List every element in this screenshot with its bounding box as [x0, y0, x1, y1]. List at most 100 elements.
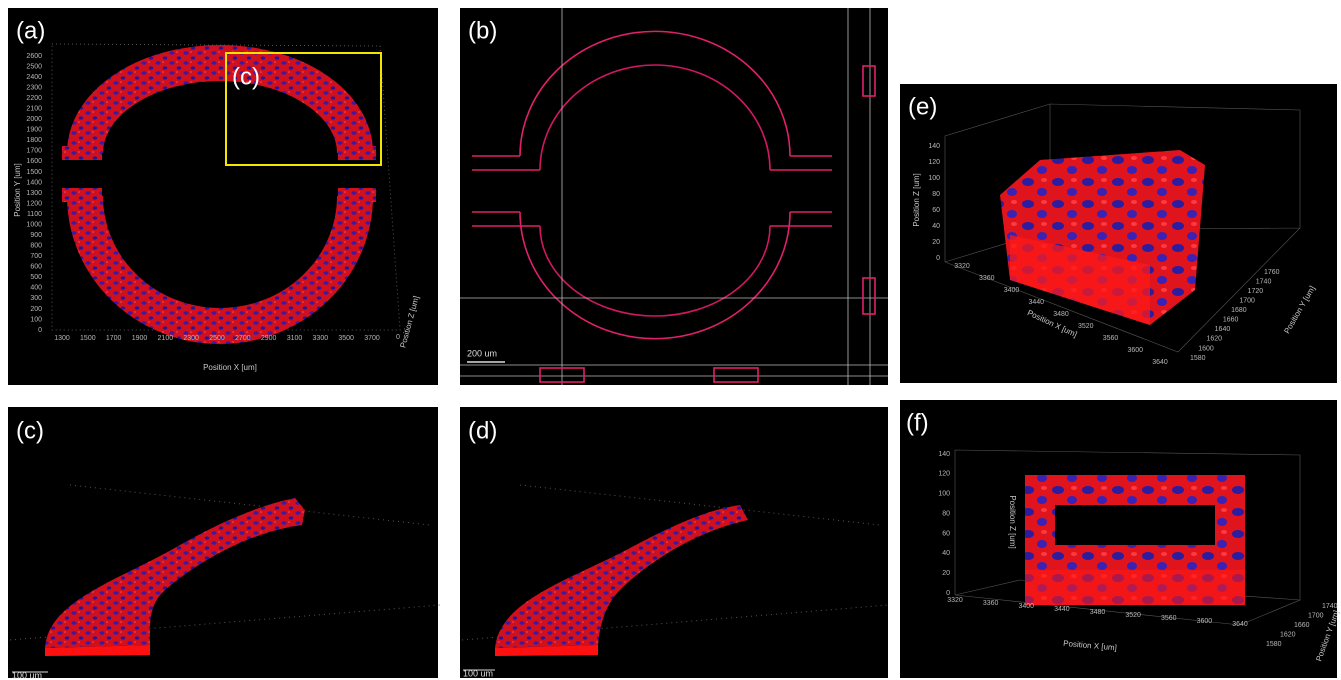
- tick-label: 1900: [132, 335, 148, 342]
- upper-left-channel: [62, 146, 102, 160]
- tick-label: 2700: [235, 335, 251, 342]
- tick-label: 3640: [1152, 359, 1168, 366]
- tick-label: 2600: [26, 53, 42, 60]
- tick-label: 2300: [183, 335, 199, 342]
- tick-label: 1900: [26, 127, 42, 134]
- tick-label: 1400: [26, 179, 42, 186]
- ring-volume-front: [1025, 570, 1245, 605]
- tick-label: 100: [938, 491, 950, 498]
- tick-label: 1740: [1322, 603, 1338, 610]
- tick-label: 3360: [979, 275, 995, 282]
- tick-label: 3600: [1127, 347, 1143, 354]
- tick-label: 0: [38, 327, 42, 334]
- tick-label: 1620: [1206, 336, 1222, 343]
- tick-label: 1300: [54, 335, 70, 342]
- tick-label: 3300: [313, 335, 329, 342]
- tick-label: 700: [30, 253, 42, 260]
- panel-label: (e): [908, 93, 937, 120]
- tick-label: 3360: [983, 600, 999, 607]
- tick-label: 0: [396, 334, 400, 341]
- panel-f: [900, 400, 1337, 678]
- tick-label: 3320: [954, 263, 970, 270]
- tick-label: 3700: [364, 335, 380, 342]
- tick-label: 3520: [1125, 612, 1141, 619]
- tick-label: 3560: [1161, 615, 1177, 622]
- tick-label: 120: [938, 471, 950, 478]
- panel-label: (f): [906, 409, 929, 436]
- tick-label: 0: [946, 590, 950, 597]
- tick-label: 1760: [1264, 269, 1280, 276]
- tick-label: 200: [30, 306, 42, 313]
- tick-label: 2900: [261, 335, 277, 342]
- tick-label: 80: [932, 191, 940, 198]
- tick-label: 3100: [287, 335, 303, 342]
- tick-label: 1700: [1308, 612, 1324, 619]
- tick-label: 120: [928, 159, 940, 166]
- axis-title: Position X [um]: [203, 363, 257, 372]
- tick-label: 140: [938, 451, 950, 458]
- tick-label: 1680: [1231, 307, 1247, 314]
- tick-label: 3400: [1004, 287, 1020, 294]
- panel-b: [460, 8, 888, 385]
- tick-label: 2500: [26, 63, 42, 70]
- tick-label: 100: [928, 175, 940, 182]
- tick-label: 900: [30, 232, 42, 239]
- tick-label: 2300: [26, 84, 42, 91]
- tick-label: 20: [942, 570, 950, 577]
- tick-label: 20: [932, 239, 940, 246]
- panel-label: (c): [16, 417, 44, 444]
- tick-label: 1660: [1294, 622, 1310, 629]
- tick-label: 1700: [26, 148, 42, 155]
- lower-right-channel: [338, 188, 376, 202]
- tick-label: 800: [30, 243, 42, 250]
- tick-label: 80: [942, 510, 950, 517]
- tick-label: 1640: [1215, 326, 1231, 333]
- upper-right-channel: [338, 146, 376, 160]
- tick-label: 3440: [1028, 299, 1044, 306]
- tick-label: 3600: [1197, 618, 1213, 625]
- tick-label: 60: [932, 207, 940, 214]
- axis-title: Position Z [um]: [912, 173, 921, 226]
- tick-label: 60: [942, 530, 950, 537]
- tick-label: 1620: [1280, 631, 1296, 638]
- tick-label: 1000: [26, 221, 42, 228]
- tick-label: 3560: [1103, 335, 1119, 342]
- axis-title: Position Y [um]: [13, 163, 22, 217]
- tick-label: 1580: [1190, 355, 1206, 362]
- tick-label: 3640: [1232, 621, 1248, 628]
- tick-label: 1740: [1256, 278, 1272, 285]
- tick-label: 1500: [80, 335, 96, 342]
- scale-bar: 100 um: [12, 670, 42, 680]
- tick-label: 400: [30, 285, 42, 292]
- tick-label: 2000: [26, 116, 42, 123]
- tick-label: 0: [936, 255, 940, 262]
- inset-label: (c): [232, 63, 260, 90]
- tick-label: 1660: [1223, 317, 1239, 324]
- tick-label: 2200: [26, 95, 42, 102]
- tick-label: 3440: [1054, 606, 1070, 613]
- tick-label: 3320: [947, 597, 963, 604]
- panel-label: (a): [16, 17, 45, 44]
- panel-label: (d): [468, 417, 497, 444]
- tick-label: 600: [30, 264, 42, 271]
- tick-label: 1580: [1266, 641, 1282, 648]
- tick-label: 1700: [106, 335, 122, 342]
- tick-label: 100: [30, 316, 42, 323]
- scale-bar: 100 um: [463, 668, 493, 678]
- tick-label: 3520: [1078, 323, 1094, 330]
- panel-label: (b): [468, 17, 497, 44]
- tick-label: 1100: [27, 211, 42, 218]
- tick-label: 3480: [1090, 609, 1106, 616]
- tick-label: 2400: [26, 74, 42, 81]
- tick-label: 1500: [26, 169, 42, 176]
- tick-label: 3500: [338, 335, 354, 342]
- tick-label: 500: [30, 274, 42, 281]
- tick-label: 40: [942, 550, 950, 557]
- scale-bar: 200 um: [467, 348, 497, 358]
- tick-label: 40: [932, 223, 940, 230]
- tick-label: 1720: [1248, 288, 1264, 295]
- tick-label: 2100: [158, 335, 174, 342]
- tick-label: 2500: [209, 335, 225, 342]
- tick-label: 3400: [1018, 603, 1034, 610]
- tick-label: 300: [30, 295, 42, 302]
